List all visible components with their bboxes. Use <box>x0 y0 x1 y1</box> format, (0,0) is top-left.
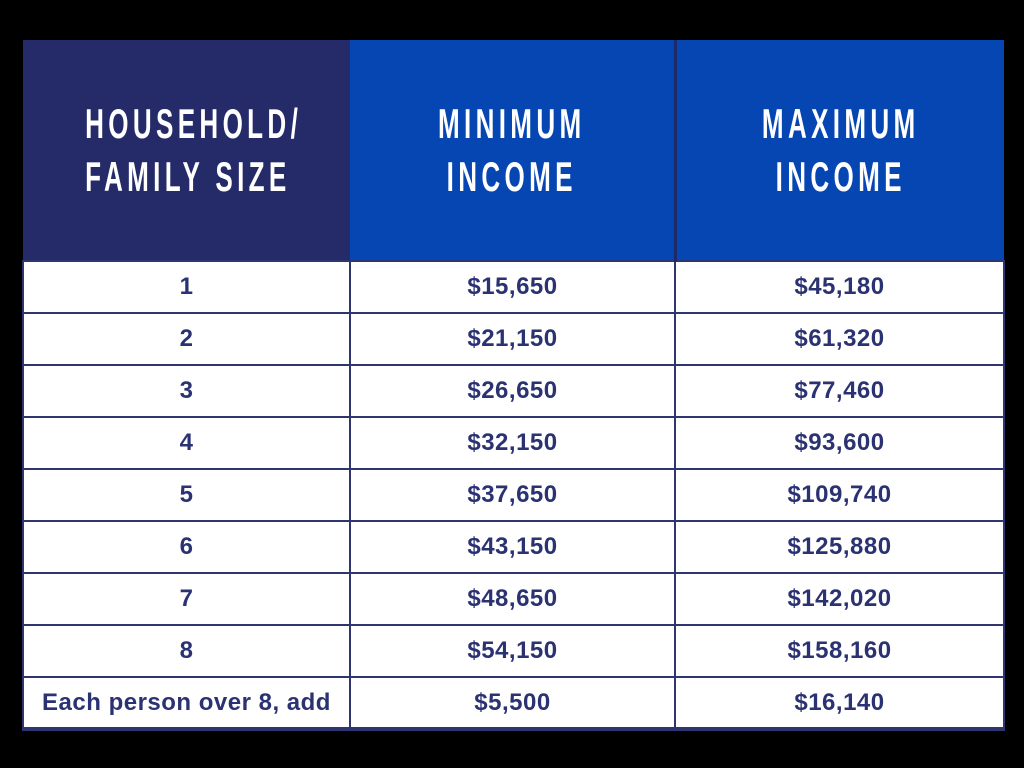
household-size-cell: 6 <box>22 520 351 574</box>
income-limits-table: HOUSEHOLD/ FAMILY SIZE MINIMUM INCOME MA… <box>22 40 1005 731</box>
header-line: FAMILY SIZE <box>85 153 291 200</box>
minimum-income-cell: $32,150 <box>349 416 676 470</box>
household-size-cell: 4 <box>22 416 351 470</box>
household-size-cell: 2 <box>22 312 351 366</box>
table-row: Each person over 8, add $5,500 $16,140 <box>22 676 1005 731</box>
minimum-income-cell: $37,650 <box>349 468 676 522</box>
minimum-income-cell: $54,150 <box>349 624 676 678</box>
maximum-income-cell: $77,460 <box>674 364 1005 418</box>
header-line: INCOME <box>775 153 906 200</box>
header-line: MAXIMUM <box>761 100 920 147</box>
col-header-minimum-income: MINIMUM INCOME <box>350 40 677 261</box>
table-row: 5 $37,650 $109,740 <box>22 468 1005 522</box>
header-line: INCOME <box>446 153 577 200</box>
minimum-income-cell: $43,150 <box>349 520 676 574</box>
header-line: HOUSEHOLD/ <box>85 100 303 147</box>
maximum-income-cell: $158,160 <box>674 624 1005 678</box>
minimum-income-cell: $26,650 <box>349 364 676 418</box>
table-row: 3 $26,650 $77,460 <box>22 364 1005 418</box>
household-size-cell: 1 <box>22 260 351 314</box>
header-row: HOUSEHOLD/ FAMILY SIZE MINIMUM INCOME MA… <box>23 40 1004 261</box>
minimum-income-cell: $21,150 <box>349 312 676 366</box>
maximum-income-cell: $142,020 <box>674 572 1005 626</box>
table-row: 2 $21,150 $61,320 <box>22 312 1005 366</box>
table-row: 4 $32,150 $93,600 <box>22 416 1005 470</box>
minimum-income-cell: $48,650 <box>349 572 676 626</box>
maximum-income-cell: $93,600 <box>674 416 1005 470</box>
household-size-cell: 5 <box>22 468 351 522</box>
table-row: 7 $48,650 $142,020 <box>22 572 1005 626</box>
maximum-income-cell: $125,880 <box>674 520 1005 574</box>
col-header-maximum-income: MAXIMUM INCOME <box>675 40 1004 261</box>
maximum-income-cell: $45,180 <box>674 260 1005 314</box>
maximum-income-cell: $109,740 <box>674 468 1005 522</box>
maximum-income-cell: $61,320 <box>674 312 1005 366</box>
table-row: 1 $15,650 $45,180 <box>22 260 1005 314</box>
col-header-household-family-size: HOUSEHOLD/ FAMILY SIZE <box>23 40 350 261</box>
table-row: 8 $54,150 $158,160 <box>22 624 1005 678</box>
header-line: MINIMUM <box>437 100 586 147</box>
minimum-income-cell: $5,500 <box>349 676 676 731</box>
maximum-income-cell: $16,140 <box>674 676 1005 731</box>
household-size-cell: 3 <box>22 364 351 418</box>
household-size-cell: 8 <box>22 624 351 678</box>
each-person-over-8-cell: Each person over 8, add <box>22 676 351 731</box>
household-size-cell: 7 <box>22 572 351 626</box>
table-row: 6 $43,150 $125,880 <box>22 520 1005 574</box>
minimum-income-cell: $15,650 <box>349 260 676 314</box>
